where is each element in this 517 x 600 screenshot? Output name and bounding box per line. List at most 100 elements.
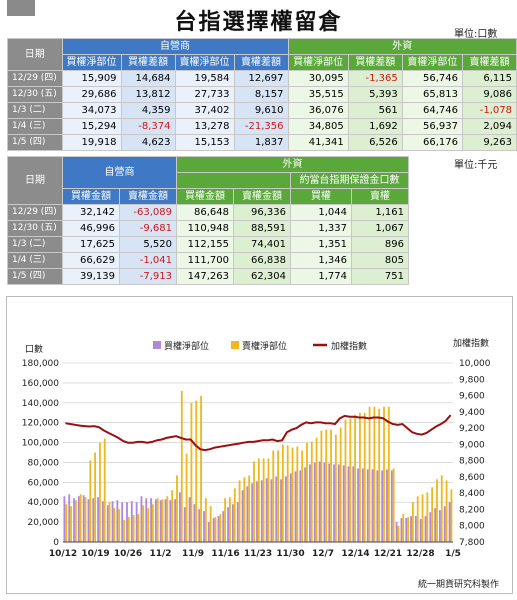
value-cell: 15,909 — [61, 70, 122, 87]
combo-chart: 0 20,000 40,000 60,000 80,000 100,000 120,000 1… — [22, 337, 491, 559]
bar-put — [224, 498, 227, 542]
bar-call — [313, 462, 316, 542]
bar-call — [265, 478, 268, 542]
foreign-group-header: 外資 — [176, 156, 409, 173]
bar-put — [127, 517, 130, 542]
x-tick: 11/2 — [149, 549, 171, 559]
value-cell: 6,115 — [461, 70, 517, 87]
bar-put — [89, 460, 92, 542]
bar-call — [347, 466, 350, 542]
y-tick-right: 8,200 — [459, 505, 485, 515]
bar-put — [392, 468, 395, 542]
x-tick: 11/23 — [244, 549, 272, 559]
x-tick: 12/14 — [341, 549, 369, 559]
value-cell: 4,623 — [120, 134, 176, 151]
bar-put — [103, 438, 106, 542]
legend-label: 加權指數 — [331, 340, 367, 352]
bar-call — [227, 507, 230, 542]
bar-put — [349, 418, 352, 542]
value-cell: 37,402 — [174, 102, 235, 119]
y-tick-left: 20,000 — [28, 518, 60, 528]
bar-put — [65, 504, 68, 542]
bar-put — [397, 526, 400, 542]
bar-call — [116, 500, 119, 542]
bar-call — [217, 516, 220, 542]
date-cell: 1/5 (四) — [7, 134, 63, 151]
value-cell: 65,813 — [401, 86, 463, 103]
bar-call — [323, 462, 326, 542]
bar-call — [232, 504, 234, 542]
table-row: 1/5 (四) 19,918 4,623 15,153 1,837 41,341 6,526… — [7, 134, 517, 151]
value-cell: 896 — [351, 236, 409, 253]
value-cell: 8,157 — [233, 86, 289, 103]
bar-call — [309, 464, 311, 542]
bar-put — [320, 430, 323, 542]
column-header: 賣權金額 — [119, 188, 177, 205]
date-cell: 1/4 (三) — [7, 118, 63, 135]
value-cell: 86,648 — [176, 204, 234, 221]
y-tick-right: 9,600 — [459, 392, 485, 402]
value-cell: 147,263 — [176, 268, 234, 285]
table-row: 1/3 (二) 17,625 5,520 112,155 74,401 1,351 896 — [7, 236, 409, 253]
bar-put — [407, 517, 409, 542]
value-cell: 561 — [347, 102, 403, 119]
bar-call — [236, 502, 239, 542]
x-tick: 10/19 — [81, 549, 109, 559]
legend-swatch — [153, 341, 161, 349]
bar-call — [203, 511, 205, 542]
bar-call — [390, 470, 393, 542]
bar-call — [126, 502, 128, 542]
unit-label-lots: 單位:口數 — [454, 29, 498, 40]
y-tick-right: 7,800 — [459, 538, 485, 548]
bar-put — [440, 475, 443, 542]
bar-put — [330, 429, 332, 542]
bar-call — [299, 470, 302, 542]
bar-call — [328, 463, 331, 542]
date-cell: 1/3 (二) — [7, 102, 63, 119]
value-cell: -63,089 — [119, 204, 177, 221]
bar-put — [204, 498, 207, 542]
bar-call — [121, 502, 124, 542]
bar-put — [243, 477, 246, 542]
value-cell: 13,278 — [174, 118, 235, 135]
bar-call — [102, 501, 104, 542]
bar-call — [304, 467, 307, 542]
bar-put — [421, 494, 424, 542]
value-cell: 1,161 — [351, 204, 409, 221]
bar-put — [363, 412, 366, 542]
value-cell: 9,086 — [461, 86, 517, 103]
bar-put — [151, 504, 154, 542]
bar-put — [277, 450, 279, 542]
bar-call — [333, 464, 335, 542]
bar-put — [248, 475, 251, 542]
y-tick-right: 9,000 — [459, 440, 485, 450]
bar-put — [296, 446, 299, 542]
bar-call — [87, 499, 90, 542]
bar-put — [84, 497, 87, 542]
y-tick-right: 10,000 — [459, 359, 491, 369]
value-cell: 1,067 — [351, 220, 409, 237]
unit-label-thousand: 單位:千元 — [454, 160, 498, 171]
bar-call — [434, 508, 437, 542]
bar-put — [301, 450, 304, 542]
line-index — [65, 414, 452, 452]
bar-put — [445, 480, 448, 542]
bar-call — [337, 464, 340, 542]
y-tick-left: 120,000 — [22, 419, 59, 429]
x-tick: 11/9 — [182, 549, 204, 559]
bar-call — [164, 499, 167, 542]
bar-put — [450, 489, 453, 542]
date-cell: 1/3 (二) — [7, 236, 63, 253]
bar-call — [366, 469, 369, 542]
bar-put — [344, 419, 347, 542]
x-tick: 1/5 — [445, 549, 461, 559]
column-header: 賣權差額 — [233, 54, 289, 71]
value-cell: 2,094 — [461, 118, 517, 135]
value-cell: -1,365 — [347, 70, 403, 87]
table-premium: 日期 自營商 外資 約當台指期保證金口數 買權金額 賣權金額 買權金額 賣權金額 買權賣… — [7, 156, 409, 285]
bar-call — [443, 506, 446, 542]
bar-call — [414, 516, 417, 542]
bar-put — [368, 406, 371, 542]
value-cell: 56,937 — [401, 118, 463, 135]
value-cell: 41,341 — [287, 134, 349, 151]
